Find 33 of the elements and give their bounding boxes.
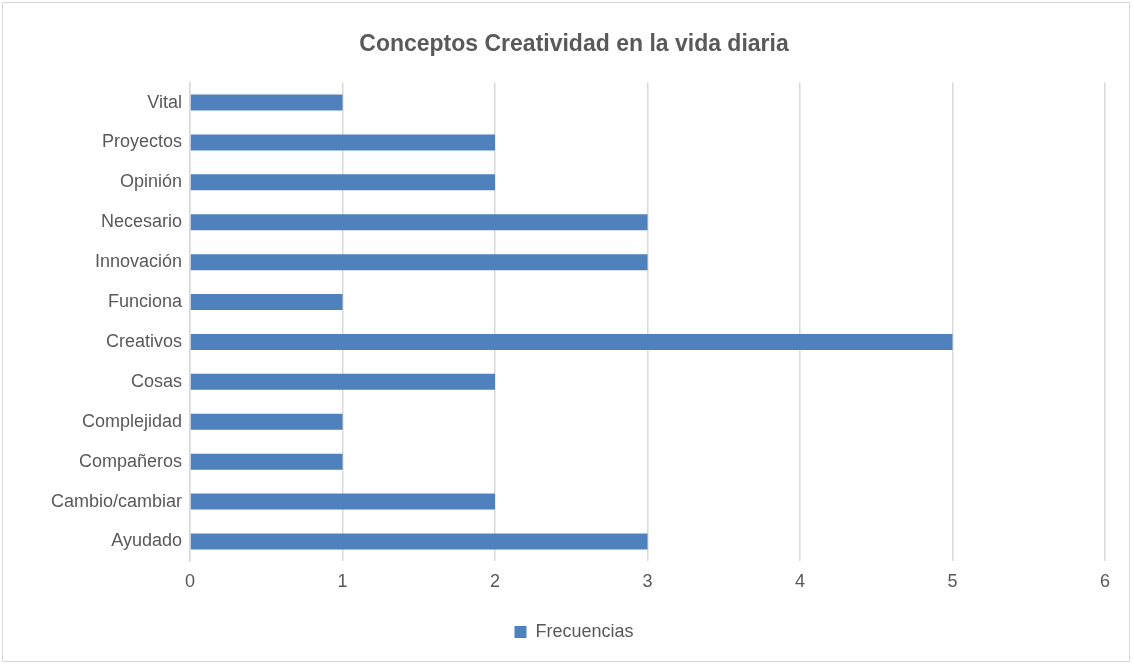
chart-title: Conceptos Creatividad en la vida diaria	[359, 30, 789, 57]
y-tick-label: Proyectos	[102, 131, 183, 152]
bar	[190, 533, 648, 550]
bar	[190, 174, 496, 191]
y-tick-label: Cosas	[131, 370, 183, 391]
bar	[190, 413, 343, 430]
y-tick-label: Necesario	[101, 211, 183, 232]
y-tick-label: Complejidad	[81, 410, 183, 431]
x-tick-label: 0	[185, 571, 196, 592]
y-tick-label: Innovación	[94, 251, 183, 272]
bar	[190, 254, 648, 271]
x-tick-label: 5	[947, 571, 958, 592]
y-tick-label: Compañeros	[78, 450, 183, 471]
y-tick-label: Vital	[147, 91, 183, 112]
y-tick-label: Creativos	[106, 330, 183, 351]
bar	[190, 453, 343, 470]
bar	[190, 333, 953, 350]
y-tick-label: Ayudado	[111, 530, 183, 551]
x-tick-label: 6	[1099, 571, 1111, 592]
y-tick-label: Cambio/cambiar	[51, 490, 183, 511]
y-tick-label: Funciona	[107, 291, 184, 312]
x-tick-label: 3	[642, 571, 653, 592]
bar	[190, 134, 496, 151]
bar	[190, 373, 496, 390]
x-tick-label: 1	[337, 571, 348, 592]
bar	[190, 493, 496, 510]
bar	[190, 294, 343, 311]
legend-label: Frecuencias	[535, 620, 634, 641]
x-tick-label: 4	[795, 571, 806, 592]
x-tick-label: 2	[490, 571, 501, 592]
y-tick-label: Opinión	[120, 171, 183, 192]
bar	[190, 214, 648, 231]
bar	[190, 94, 343, 111]
